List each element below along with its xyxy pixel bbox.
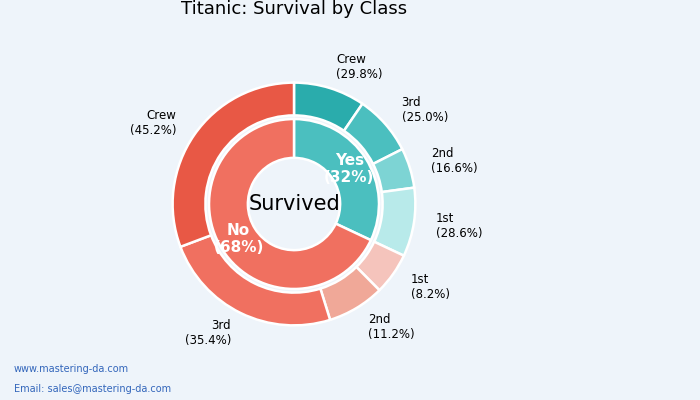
Text: 3rd
(25.0%): 3rd (25.0%) bbox=[402, 96, 448, 124]
Text: No
(68%): No (68%) bbox=[214, 223, 264, 255]
Text: www.mastering-da.com: www.mastering-da.com bbox=[14, 364, 129, 374]
Text: Survived: Survived bbox=[248, 194, 340, 214]
Wedge shape bbox=[294, 119, 379, 240]
Wedge shape bbox=[181, 235, 330, 325]
Title: Titanic: Survival by Class: Titanic: Survival by Class bbox=[181, 0, 407, 18]
Wedge shape bbox=[209, 119, 371, 289]
Text: 2nd
(11.2%): 2nd (11.2%) bbox=[368, 313, 414, 341]
Wedge shape bbox=[374, 188, 415, 256]
Wedge shape bbox=[356, 242, 404, 290]
Text: Yes
(32%): Yes (32%) bbox=[324, 153, 374, 185]
Text: Crew
(29.8%): Crew (29.8%) bbox=[336, 53, 383, 81]
Text: 1st
(8.2%): 1st (8.2%) bbox=[411, 273, 450, 301]
Text: 1st
(28.6%): 1st (28.6%) bbox=[435, 212, 482, 240]
Wedge shape bbox=[294, 83, 363, 131]
Text: 2nd
(16.6%): 2nd (16.6%) bbox=[430, 147, 477, 175]
Text: Crew
(45.2%): Crew (45.2%) bbox=[130, 108, 176, 136]
Text: Email: sales@mastering-da.com: Email: sales@mastering-da.com bbox=[14, 384, 171, 394]
Wedge shape bbox=[344, 104, 402, 164]
Wedge shape bbox=[321, 267, 379, 320]
Wedge shape bbox=[173, 83, 294, 247]
Wedge shape bbox=[373, 149, 414, 192]
Text: 3rd
(35.4%): 3rd (35.4%) bbox=[185, 319, 231, 347]
